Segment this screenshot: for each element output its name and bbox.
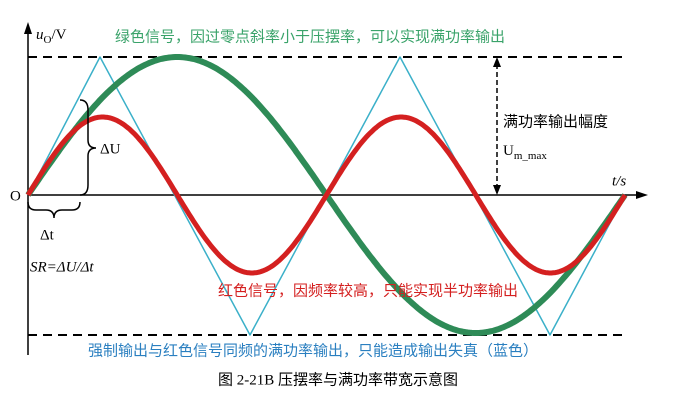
amplitude-label: 满功率输出幅度 <box>503 113 608 131</box>
delta-u-brace <box>79 99 97 196</box>
green-note: 绿色信号，因过零点斜率小于压摆率，可以实现满功率输出 <box>115 28 505 46</box>
delta-t-brace <box>27 201 81 219</box>
y-axis-arrow <box>24 22 32 34</box>
blue-note: 强制输出与红色信号同频的满功率输出，只能造成输出失真（蓝色） <box>88 342 538 360</box>
arrow-head <box>493 185 501 195</box>
slew-rate-label: SR=ΔU/Δt <box>30 259 94 275</box>
red-note: 红色信号，因频率较高，只能实现半功率输出 <box>218 282 518 300</box>
origin-label: O <box>10 188 21 204</box>
caption: 图 2-21B 压摆率与满功率带宽示意图 <box>218 370 458 388</box>
delta-u-label: ΔU <box>100 141 121 157</box>
x-axis-label: t/s <box>612 173 626 189</box>
curves <box>25 54 628 336</box>
x-axis-arrow <box>636 191 648 199</box>
y-axis-label: uO/V <box>36 27 67 45</box>
amplitude-symbol: Um_max <box>503 143 547 161</box>
red-sine <box>25 114 628 276</box>
delta-t-label: Δt <box>40 227 55 243</box>
arrow-head <box>493 57 501 67</box>
